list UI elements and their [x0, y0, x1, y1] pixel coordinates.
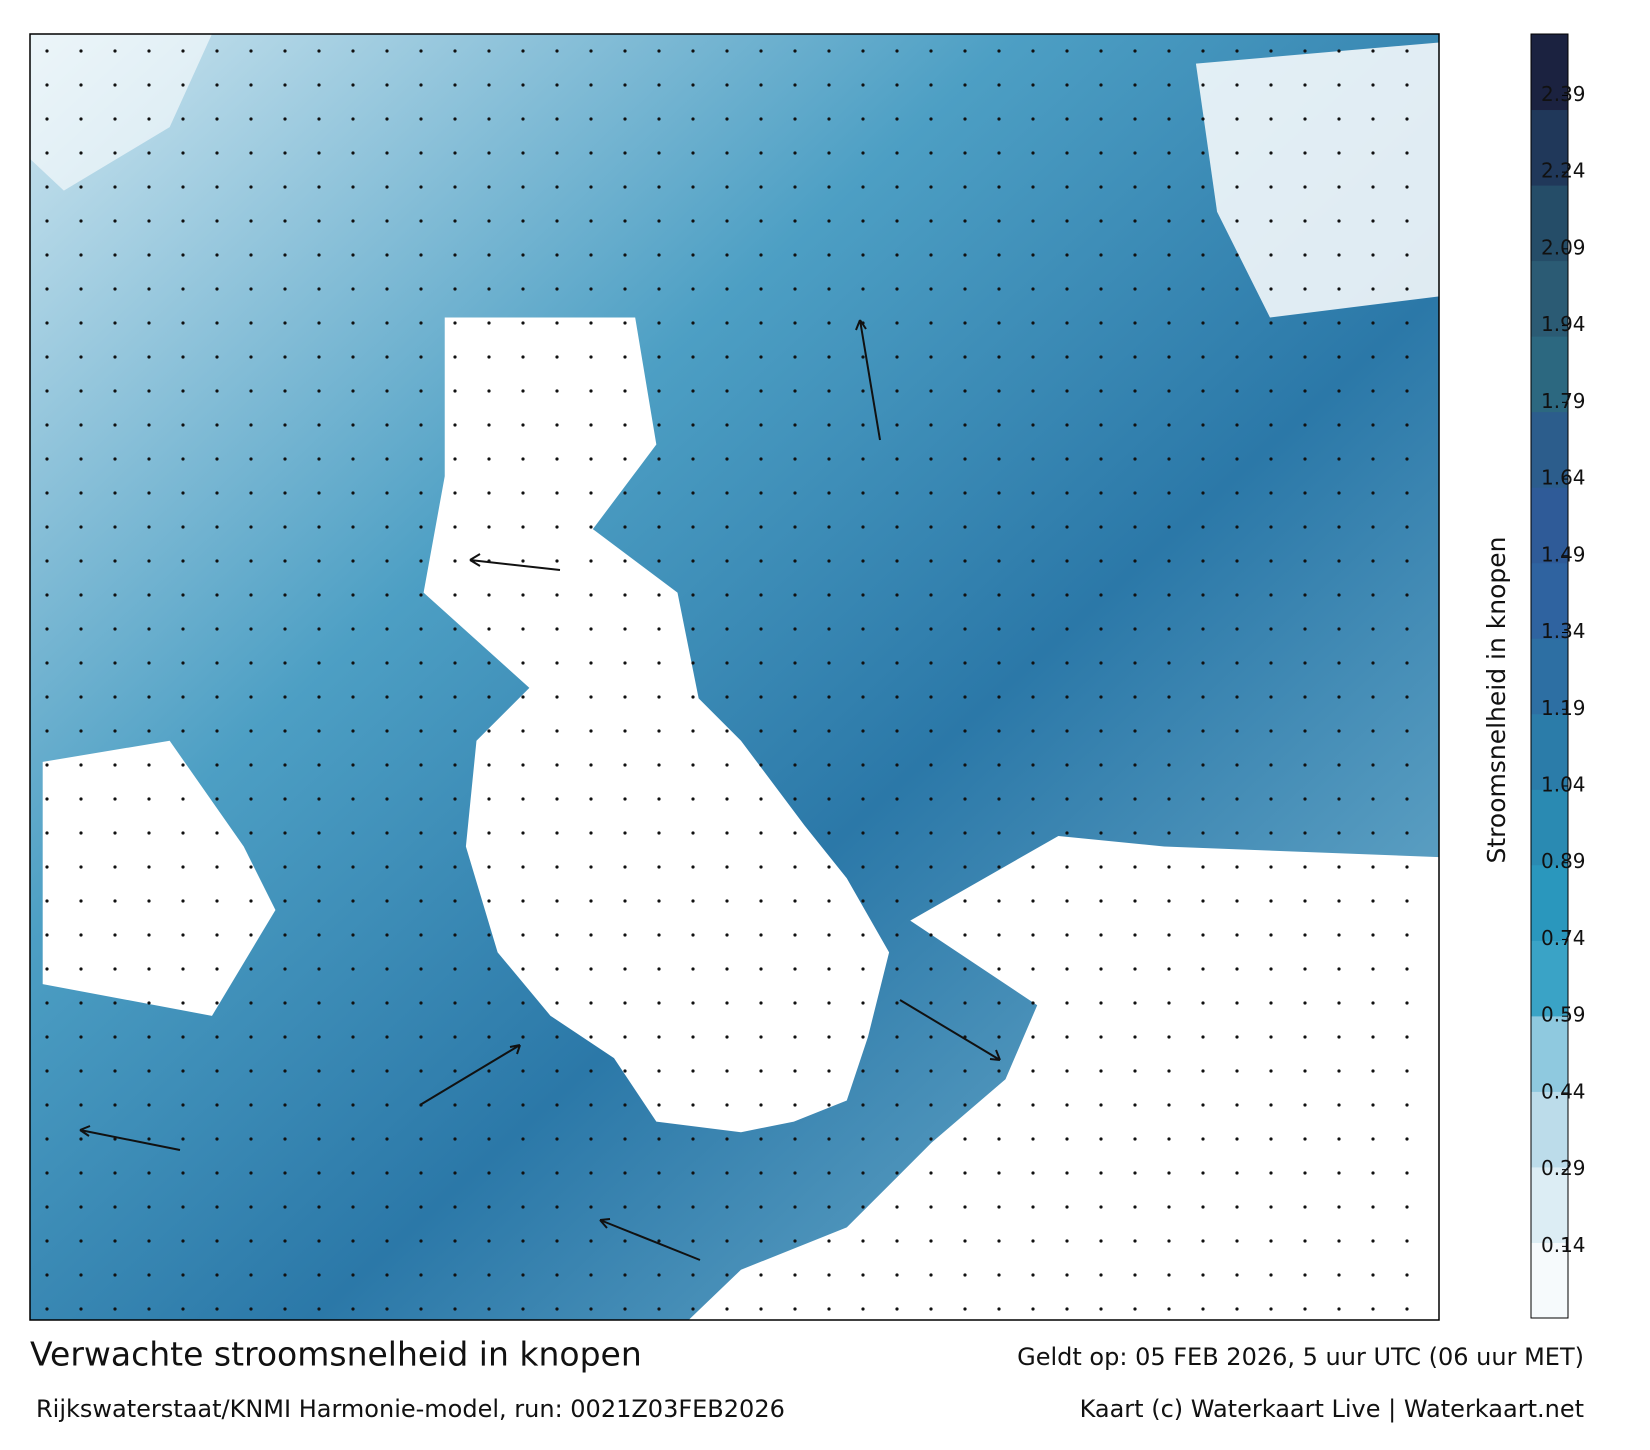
- colorbar-band: [1531, 1015, 1568, 1092]
- colorbar-tick-label: 1.94: [1541, 312, 1586, 336]
- colorbar-band: [1531, 1242, 1568, 1319]
- subtitle: Rijkswaterstaat/KNMI Harmonie-model, run…: [36, 1395, 785, 1423]
- colorbar-tick-label: 1.19: [1541, 696, 1586, 720]
- title: Verwachte stroomsnelheid in knopen: [30, 1335, 642, 1374]
- colorbar-band: [1531, 940, 1568, 1017]
- colorbar-band: [1531, 864, 1568, 941]
- colorbar-tick-label: 2.39: [1541, 82, 1586, 106]
- colorbar-tick-label: 0.29: [1541, 1156, 1586, 1180]
- colorbar-band: [1531, 109, 1568, 186]
- colorbar-tick-label: 0.59: [1541, 1003, 1586, 1027]
- colorbar-tick-label: 0.74: [1541, 926, 1586, 950]
- colorbar-tick-label: 1.04: [1541, 772, 1586, 796]
- colorbar: 0.14 0.29 0.44 0.59 0.74 0.89 1.04 1.19 1.34 1.49…: [1530, 33, 1586, 1319]
- colorbar-band: [1531, 34, 1568, 111]
- colorbar-tick-label: 1.64: [1541, 466, 1586, 490]
- colorbar-tick-label: 1.34: [1541, 619, 1586, 643]
- map: [29, 33, 1440, 1321]
- colorbar-band: [1531, 789, 1568, 866]
- colorbar-band: [1531, 1091, 1568, 1168]
- colorbar-band: [1531, 562, 1568, 639]
- colorbar-tick-label: 0.44: [1541, 1079, 1586, 1103]
- colorbar-band: [1531, 336, 1568, 413]
- colorbar-band: [1531, 713, 1568, 790]
- valid-time: Geldt op: 05 FEB 2026, 5 uur UTC (06 uur…: [1017, 1343, 1584, 1371]
- colorbar-tick-label: 2.09: [1541, 235, 1586, 259]
- colorbar-band: [1531, 487, 1568, 564]
- credit: Kaart (c) Waterkaart Live | Waterkaart.n…: [1080, 1395, 1584, 1423]
- colorbar-band: [1531, 185, 1568, 262]
- map-frame: [29, 33, 1440, 1321]
- colorbar-tick-label: 1.79: [1541, 389, 1586, 413]
- colorbar-band: [1531, 260, 1568, 337]
- colorbar-frame: [1530, 33, 1569, 1319]
- colorbar-band: [1531, 411, 1568, 488]
- colorbar-band: [1531, 638, 1568, 715]
- colorbar-tick-label: 0.14: [1541, 1233, 1586, 1257]
- colorbar-label: Stroomsnelheid in knopen: [1482, 537, 1511, 864]
- colorbar-tick-label: 1.49: [1541, 542, 1586, 566]
- colorbar-band: [1531, 1166, 1568, 1243]
- colorbar-tick-label: 2.24: [1541, 159, 1586, 183]
- colorbar-tick-label: 0.89: [1541, 849, 1586, 873]
- grid-dots: [30, 34, 1439, 1320]
